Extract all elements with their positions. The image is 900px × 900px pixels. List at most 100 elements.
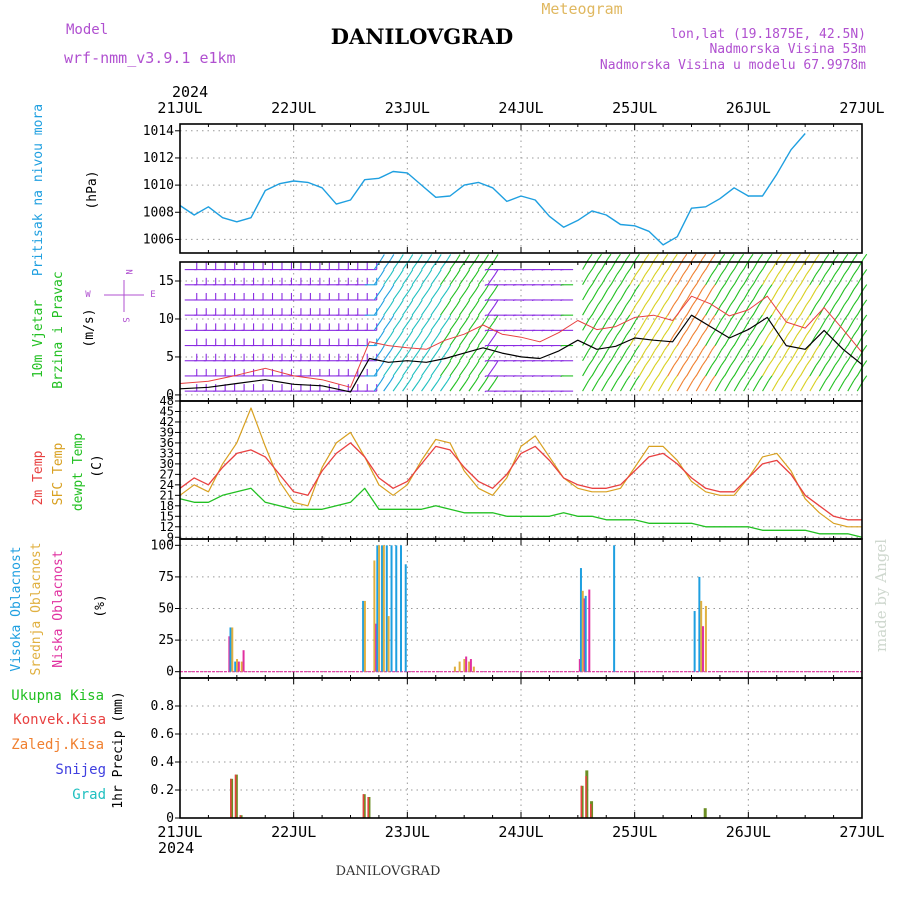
precip-bar-conv [590, 804, 592, 818]
cloud-bar-mid [378, 545, 381, 672]
wind-barb [809, 274, 817, 286]
y-tick-label: 42 [160, 415, 174, 429]
wind-barb-flag [380, 330, 385, 337]
wind-barb [762, 334, 770, 346]
wind-barb [411, 335, 420, 346]
wind-barb [799, 350, 807, 362]
wind-barb [714, 365, 722, 377]
wind-barb-flag [768, 375, 773, 382]
wind-barb-flag [399, 360, 404, 367]
wind-barb-flag [380, 254, 385, 261]
cloud-bar-low [469, 659, 472, 672]
wind-barb-flag [853, 314, 858, 321]
precip-bar-conv [234, 774, 237, 818]
wind-barb-flag [796, 299, 801, 306]
wind-barb [430, 350, 439, 362]
wind-barb [781, 350, 788, 362]
wind-barb-flag [787, 360, 792, 366]
wind-barb-flag [758, 375, 763, 382]
wind-barb-flag [805, 360, 811, 366]
wind-barb [440, 320, 448, 331]
wind-barb-flag [862, 375, 868, 382]
cloud-bar-high [229, 627, 232, 672]
y-tick-label: 30 [160, 457, 174, 471]
wind-barb [411, 305, 420, 316]
wind-barb [667, 380, 675, 392]
wind-barb [591, 289, 599, 301]
wind-barb [828, 380, 836, 392]
wind-barb-flag [805, 314, 811, 321]
wind-barb-flag [399, 254, 404, 261]
wind-barb-flag [805, 284, 811, 290]
wind-barb [828, 319, 836, 331]
wind-barb-flag [418, 254, 423, 261]
wind-barb-flag [446, 314, 452, 321]
precip-bar-conv [580, 785, 583, 818]
wind-barb [837, 350, 845, 362]
wind-barb-flag [701, 269, 707, 275]
wind-barb-flag [409, 330, 414, 337]
wind-barb [421, 365, 429, 377]
wind-barb [402, 380, 410, 392]
wind-barb [392, 274, 401, 286]
model-altitude-label: Nadmorska Visina u modelu 67.9978m [600, 58, 866, 73]
wind-barb-flag [390, 314, 395, 321]
wind-barb [449, 365, 458, 377]
wind-barb [752, 274, 760, 286]
wind-barb [402, 289, 410, 301]
wind-barb-flag [484, 375, 490, 382]
wind-barb [383, 380, 391, 392]
wind-barb [468, 380, 477, 392]
wind-barb [582, 380, 590, 392]
y-tick-label: 1012 [143, 151, 174, 166]
wind-barb-flag [692, 253, 697, 260]
wind-barb-flag [853, 284, 858, 290]
wind-barb-flag [663, 253, 669, 260]
wind-barb [790, 274, 798, 286]
wind-barb-flag [597, 253, 602, 260]
wind-barb [847, 334, 855, 346]
wind-barb [714, 274, 722, 286]
wind-barb [686, 350, 694, 362]
wind-barb [818, 365, 826, 377]
wind-barb [837, 274, 845, 286]
wind-barb-flag [607, 314, 612, 321]
wind-barb-flag [711, 299, 716, 306]
wind-barb [818, 350, 826, 362]
wind-barb [828, 334, 836, 346]
wind-barb [818, 289, 826, 301]
wind-barb [705, 304, 713, 316]
wind-barb-flag [758, 345, 763, 351]
wind-barb-flag [787, 314, 792, 321]
precip-bar-conv [362, 794, 365, 818]
wind-barb [676, 334, 684, 346]
wind-unit: (m/s) [82, 308, 97, 347]
wind-barb-flag [465, 254, 471, 261]
y-tick-label: 0.8 [151, 699, 174, 714]
wind-barb-flag [815, 253, 820, 260]
wind-barb [421, 289, 429, 301]
wind-barb [847, 289, 855, 301]
wind-barb-flag [758, 329, 763, 336]
wind-barb-flag [843, 284, 849, 290]
wind-barb-flag [862, 329, 868, 336]
wind-barb-flag [834, 269, 839, 275]
wind-barb [705, 334, 713, 346]
wind-barb [373, 380, 382, 392]
wind-barb [487, 274, 496, 286]
wind-barb-flag [805, 375, 811, 382]
wind-barb-flag [427, 330, 433, 337]
wind-barb-flag [805, 299, 811, 306]
wind-barb-flag [787, 284, 792, 290]
wind-barb-flag [730, 299, 735, 306]
wind-barb-flag [456, 330, 461, 337]
model-name: wrf-nmm_v3.9.1 e1km [64, 49, 236, 67]
wind-barb [657, 304, 665, 316]
wind-barb [809, 319, 817, 331]
wind-barb-flag [475, 330, 480, 337]
wind-barb [411, 320, 420, 331]
wind-barb [591, 365, 599, 377]
wind-barb [790, 289, 798, 301]
wind-barb [383, 289, 391, 301]
y-tick-label: 15 [160, 509, 174, 523]
